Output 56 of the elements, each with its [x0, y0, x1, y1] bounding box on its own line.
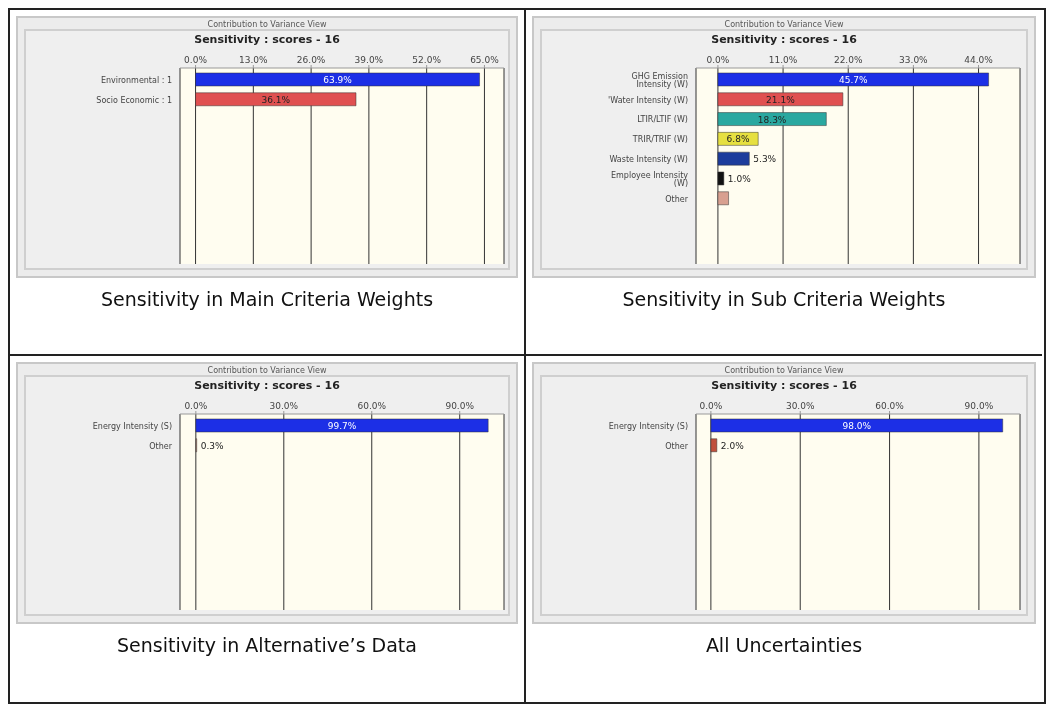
text: All Uncertainties: [704, 634, 864, 656]
chart-title: Contribution to Variance View: [206, 20, 328, 29]
chart-title: Contribution to Variance View: [206, 366, 328, 375]
data-label: 98.0%: [842, 420, 872, 431]
chart-subtitle: Sensitivity : scores - 16: [710, 33, 858, 46]
x-tick-label: 52.0%: [412, 55, 442, 65]
x-tick-label: 0.0%: [184, 55, 208, 65]
x-tick-label: 60.0%: [357, 401, 387, 411]
data-label: 2.0%: [720, 440, 745, 451]
text: Sensitivity in Sub Criteria Weights: [621, 288, 947, 310]
x-tick-label: 22.0%: [833, 55, 863, 65]
text: Sensitivity in Alternative’s Data: [116, 634, 418, 656]
chart-title: Contribution to Variance View: [723, 366, 845, 375]
y-tick-label: Environmental : 1: [100, 75, 172, 85]
y-tick-label: 'Water Intensity (W): [608, 95, 688, 105]
y-tick-label: Other: [149, 441, 173, 451]
data-label: 1.0%: [727, 173, 752, 184]
y-tick-label: LTIR/LTIF (W): [637, 115, 688, 125]
y-tick-label: GHG Emission Intensity (W): [631, 71, 688, 89]
x-tick-label: 90.0%: [445, 401, 475, 411]
y-tick-label: Employee Intensity (W): [611, 170, 689, 188]
x-tick-label: 26.0%: [296, 55, 326, 65]
x-tick-label: 0.0%: [699, 401, 723, 411]
chart-subtitle: Sensitivity : scores - 16: [710, 379, 858, 392]
data-label: 63.9%: [323, 74, 353, 85]
y-tick-label: Waste Intensity (W): [609, 154, 688, 164]
x-tick-label: 13.0%: [239, 55, 269, 65]
data-label: 5.3%: [753, 154, 777, 165]
data-label: 21.1%: [766, 94, 796, 105]
chart-subtitle: Sensitivity : scores - 16: [193, 379, 341, 392]
y-tick-label: Other: [665, 194, 689, 204]
data-label: 99.7%: [327, 420, 357, 431]
y-tick-label: TRIR/TRIF (W): [631, 135, 688, 145]
x-tick-label: 60.0%: [875, 401, 905, 411]
data-label: 45.7%: [838, 74, 868, 85]
chart-subtitle: Sensitivity : scores - 16: [193, 33, 341, 46]
x-tick-label: 90.0%: [964, 401, 994, 411]
x-tick-label: 39.0%: [354, 55, 384, 65]
data-label: 36.1%: [261, 94, 291, 105]
x-tick-label: 65.0%: [470, 55, 500, 65]
x-tick-label: 30.0%: [785, 401, 815, 411]
data-label: 18.3%: [757, 114, 787, 125]
x-tick-label: 0.0%: [706, 55, 730, 65]
data-label: 0.3%: [200, 440, 225, 451]
data-label: 6.8%: [726, 134, 750, 145]
x-tick-label: 30.0%: [269, 401, 299, 411]
x-tick-label: 0.0%: [184, 401, 208, 411]
y-tick-label: Energy Intensity (S): [92, 421, 172, 431]
x-tick-label: 44.0%: [964, 55, 994, 65]
x-tick-label: 33.0%: [899, 55, 929, 65]
text: Sensitivity in Main Criteria Weights: [99, 288, 435, 310]
y-tick-label: Other: [665, 441, 689, 451]
x-tick-label: 11.0%: [768, 55, 798, 65]
y-tick-label: Energy Intensity (S): [608, 421, 688, 431]
chart-title: Contribution to Variance View: [723, 20, 845, 29]
y-tick-label: Socio Economic : 1: [96, 95, 172, 105]
